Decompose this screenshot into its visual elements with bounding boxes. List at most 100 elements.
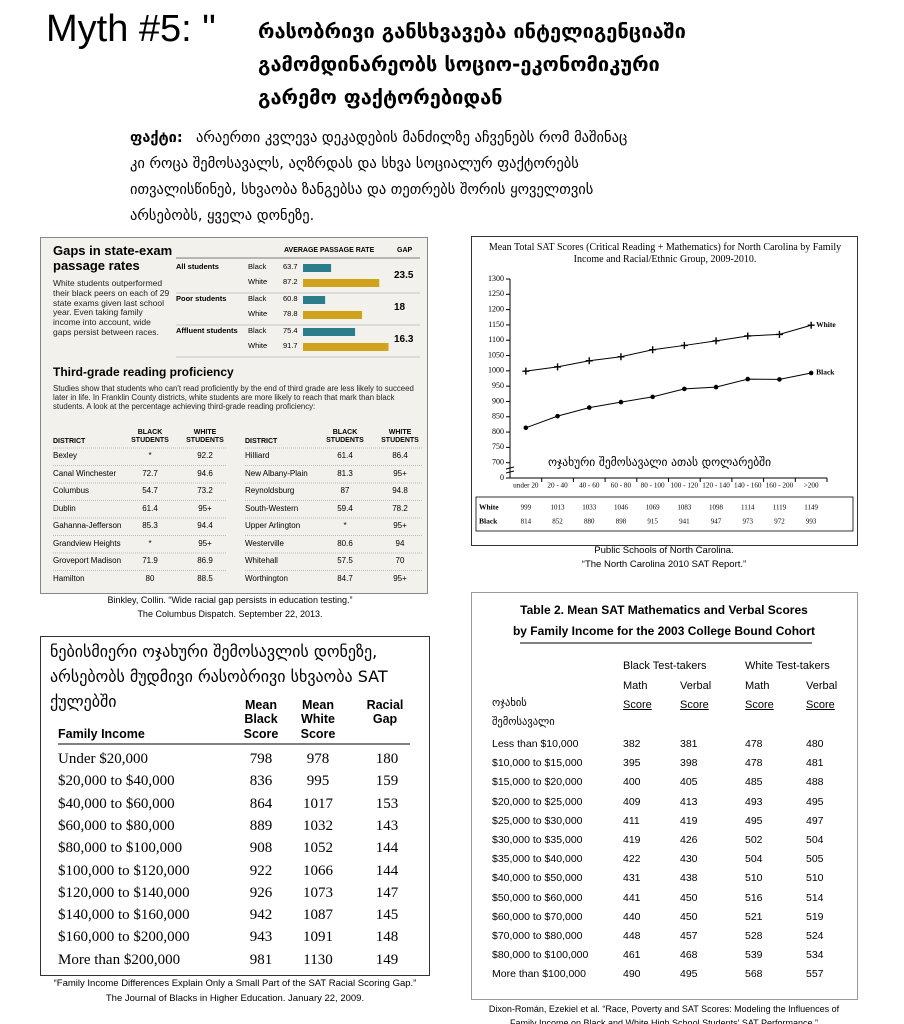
- score: 382: [623, 738, 641, 750]
- score: 504: [806, 834, 824, 846]
- data-table-frame: [475, 496, 854, 532]
- score: 1091: [303, 929, 333, 946]
- col-header: Family Income: [58, 727, 145, 741]
- y-tick-label: 900: [492, 396, 504, 405]
- chart-panel: [471, 236, 858, 546]
- table-value: 972: [774, 518, 785, 526]
- rate-bar: [303, 296, 326, 304]
- score: 480: [806, 738, 824, 750]
- marker: [554, 363, 562, 371]
- black-rate: 85.3: [142, 521, 158, 530]
- rate-value: 87.2: [283, 277, 298, 286]
- score: 148: [375, 929, 399, 946]
- white-rate: 94.8: [392, 486, 408, 495]
- y-tick-label: 1250: [488, 289, 504, 298]
- col-header: DISTRICT: [53, 438, 86, 445]
- gap-value: 23.5: [394, 270, 414, 281]
- black-rate: *: [148, 451, 152, 460]
- score: 495: [745, 814, 763, 827]
- marker: [745, 376, 751, 382]
- x-tick-label: 40 - 60: [579, 482, 600, 490]
- rate-bar: [303, 264, 332, 272]
- rate-bar: [303, 279, 380, 287]
- col-header: WHITE STUDENTS: [381, 429, 419, 445]
- col-header: Mean Black Score: [243, 698, 279, 741]
- score: 495: [806, 795, 824, 808]
- score: 438: [680, 872, 698, 885]
- x-tick-label: 60 - 80: [611, 482, 632, 490]
- marker: [682, 386, 687, 392]
- income: $15,000 to $20,000: [492, 776, 583, 789]
- fact-line: არაერთი კვლევა დეკადების მანძილზე აჩვენე…: [196, 130, 628, 146]
- black-rate: 71.9: [142, 556, 158, 565]
- white-rate: 95+: [198, 538, 212, 548]
- income: $25,000 to $30,000: [492, 814, 583, 827]
- score: 461: [623, 949, 641, 962]
- x-tick-label: 80 - 100: [641, 482, 665, 490]
- score: 441: [623, 891, 641, 904]
- white-rate: 95+: [393, 573, 407, 583]
- table-value: 993: [806, 518, 817, 526]
- income: $160,000 to $200,000: [58, 929, 190, 946]
- race-label: White: [248, 309, 268, 318]
- marker: [617, 353, 625, 361]
- income: $100,000 to $120,000: [58, 862, 190, 879]
- score: 922: [249, 862, 273, 879]
- score: 145: [375, 907, 399, 924]
- district: Dublin: [53, 503, 76, 513]
- table-value: 1046: [614, 504, 629, 512]
- marker: [712, 337, 720, 345]
- marker: [744, 332, 752, 340]
- score: 153: [375, 795, 399, 812]
- dispatch-panel: [40, 237, 428, 594]
- district: New Albany-Plain: [245, 468, 308, 478]
- income: $20,000 to $25,000: [492, 795, 583, 808]
- district: Gahanna-Jefferson: [53, 521, 122, 530]
- marker: [585, 357, 593, 365]
- score: 1066: [303, 862, 333, 879]
- table-value: 814: [521, 518, 532, 526]
- white-rate: 73.2: [197, 486, 213, 495]
- table-value: 999: [521, 504, 532, 512]
- score: 440: [623, 910, 641, 923]
- x-tick-label: >200: [804, 482, 819, 490]
- x-axis-label: ოჯახური შემოსავალი ათას დოლარებში: [548, 455, 772, 469]
- panel-text: White students outperformed their black …: [53, 278, 170, 337]
- score: 180: [375, 751, 399, 767]
- score-head: Score: [680, 699, 709, 711]
- y-tick-label: 850: [492, 412, 504, 421]
- score: 1032: [303, 817, 333, 834]
- score: 381: [680, 738, 698, 750]
- table-value: 898: [616, 518, 627, 526]
- table-title: Table 2. Mean SAT Mathematics and Verbal…: [520, 603, 808, 617]
- district: Canal Winchester: [53, 468, 117, 478]
- marker: [808, 370, 814, 376]
- score: 514: [806, 891, 824, 904]
- score: 798: [249, 751, 273, 767]
- income: Less than $10,000: [492, 738, 579, 750]
- score: 405: [680, 776, 698, 789]
- heading-line: ქულებში: [50, 692, 117, 711]
- score: 516: [745, 891, 763, 904]
- district: Worthington: [245, 573, 288, 583]
- group-label: Affluent students: [176, 326, 238, 335]
- rate-value: 78.8: [283, 309, 298, 318]
- col-header: Racial Gap: [366, 698, 404, 727]
- race-label: Black: [248, 262, 267, 271]
- score: 478: [745, 738, 763, 750]
- score: 502: [745, 834, 763, 846]
- income: $35,000 to $40,000: [492, 853, 583, 866]
- score: 521: [745, 910, 763, 923]
- fact-label: ფაქტი:: [130, 130, 183, 146]
- score: 889: [249, 817, 273, 834]
- score: 457: [680, 930, 698, 942]
- fact-line: არსებობს, ყველა დონეზე.: [130, 208, 315, 224]
- group-header: White Test-takers: [745, 660, 830, 672]
- race-label: Black: [248, 326, 267, 335]
- subhead: Math: [745, 680, 770, 692]
- black-rate: 61.4: [337, 451, 353, 460]
- title-line: გარემო ფაქტორებიდან: [258, 85, 503, 109]
- score: 943: [249, 929, 273, 946]
- score: 400: [623, 776, 641, 789]
